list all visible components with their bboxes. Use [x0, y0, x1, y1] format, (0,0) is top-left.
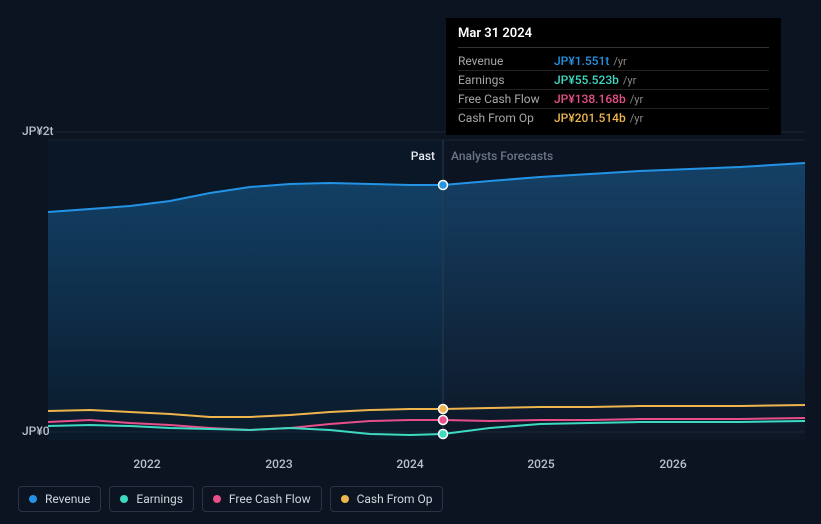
tooltip-row-label: Earnings	[458, 73, 554, 87]
legend-item-cash_from_op[interactable]: Cash From Op	[330, 486, 444, 512]
tooltip-row-label: Cash From Op	[458, 111, 554, 125]
legend-dot-icon	[29, 495, 37, 503]
legend-dot-icon	[213, 495, 221, 503]
legend-item-label: Earnings	[136, 492, 183, 506]
legend-dot-icon	[120, 495, 128, 503]
chart-tooltip: Mar 31 2024 RevenueJP¥1.551t/yrEarningsJ…	[446, 18, 781, 135]
tooltip-row-label: Free Cash Flow	[458, 92, 554, 106]
tooltip-row: Cash From OpJP¥201.514b/yr	[458, 109, 769, 127]
tooltip-row-unit: /yr	[613, 55, 626, 68]
legend-item-earnings[interactable]: Earnings	[109, 486, 194, 512]
x-tick-label: 2022	[133, 457, 160, 471]
tooltip-row-value: JP¥55.523b	[554, 73, 619, 87]
tooltip-row-value: JP¥138.168b	[554, 92, 626, 106]
legend-item-revenue[interactable]: Revenue	[18, 486, 101, 512]
chart-legend: Revenue Earnings Free Cash Flow Cash From O…	[18, 486, 443, 512]
legend-item-free_cash_flow[interactable]: Free Cash Flow	[202, 486, 322, 512]
tooltip-row: RevenueJP¥1.551t/yr	[458, 52, 769, 71]
tooltip-row: Free Cash FlowJP¥138.168b/yr	[458, 90, 769, 109]
tooltip-row-unit: /yr	[630, 93, 643, 106]
legend-dot-icon	[341, 495, 349, 503]
x-tick-label: 2023	[265, 457, 292, 471]
tooltip-row-unit: /yr	[630, 112, 643, 125]
legend-item-label: Revenue	[45, 492, 90, 506]
x-tick-label: 2025	[527, 457, 554, 471]
y-tick-label: JP¥0	[22, 424, 50, 438]
legend-item-label: Free Cash Flow	[229, 492, 311, 506]
tooltip-row-label: Revenue	[458, 54, 554, 68]
x-tick-label: 2024	[396, 457, 423, 471]
x-tick-label: 2026	[659, 457, 686, 471]
tooltip-row-value: JP¥201.514b	[554, 111, 626, 125]
tooltip-title: Mar 31 2024	[458, 26, 769, 48]
forecast-section-label: Analysts Forecasts	[451, 149, 553, 163]
past-section-label: Past	[411, 149, 435, 163]
tooltip-row: EarningsJP¥55.523b/yr	[458, 71, 769, 90]
legend-item-label: Cash From Op	[357, 492, 433, 506]
tooltip-row-value: JP¥1.551t	[554, 54, 609, 68]
financials-chart: JP¥2t JP¥0 2022 2023 2024 2025 2026 Past Anal…	[0, 0, 821, 524]
tooltip-row-unit: /yr	[623, 74, 636, 87]
y-tick-label: JP¥2t	[22, 124, 54, 138]
